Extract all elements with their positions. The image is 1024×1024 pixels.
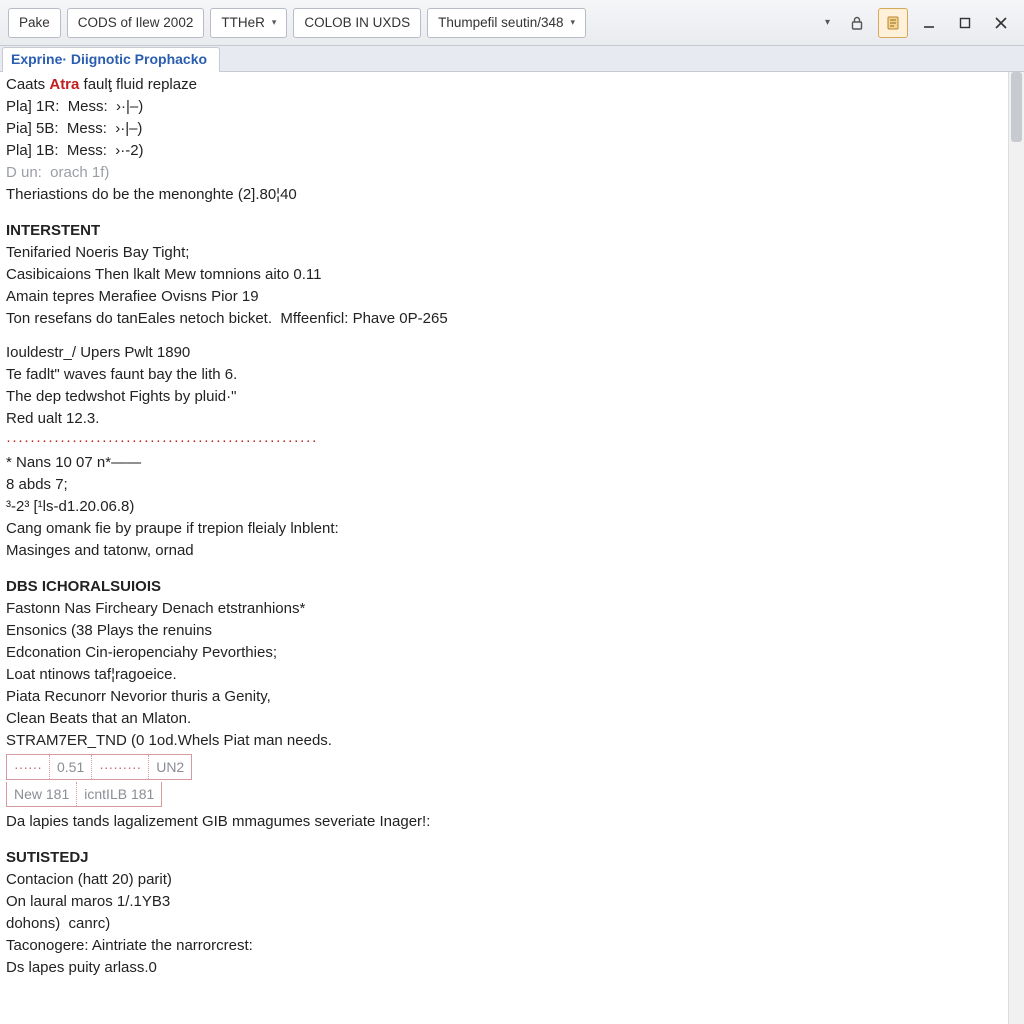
table-row: New 181 icntILB 181: [6, 782, 162, 807]
text-line: Caats Atra faulţ fluid replaze: [6, 74, 1018, 96]
cods-dropdown[interactable]: CODS of Ilew 2002: [67, 8, 205, 38]
text-line-muted: D un: orach 1f): [6, 162, 1018, 184]
text-line: Masinges and tatonw, ornad: [6, 540, 1018, 562]
document-icon: [885, 15, 901, 31]
cods-label: CODS of Ilew 2002: [78, 15, 194, 30]
text-line: Cang omank fie by praupe if trepion flei…: [6, 518, 1018, 540]
text-line: Iouldestr_/ Upers Pwlt 1890: [6, 342, 1018, 364]
close-icon: [995, 17, 1007, 29]
ther-dropdown[interactable]: TTHeR ▾: [210, 8, 287, 38]
document-content: Caats Atra faulţ fluid replaze Pla] 1R: …: [0, 72, 1024, 1024]
scrollbar[interactable]: [1008, 72, 1024, 1024]
text-highlight: Atra: [49, 76, 79, 93]
table-row: ······ 0.51 ········· UN2: [6, 754, 192, 780]
text-line: STRAM7ER_TND (0 1od.Whels Piat man needs…: [6, 730, 1018, 752]
minimize-button[interactable]: [914, 8, 944, 38]
scrollbar-thumb[interactable]: [1011, 72, 1022, 142]
lock-icon: [849, 15, 865, 31]
text-line: Loat ntinows taf¦ragoeice.: [6, 664, 1018, 686]
text-line: Theriastions do be the menonghte (2].80¦…: [6, 184, 1018, 206]
minimize-icon: [923, 17, 935, 29]
thump-dropdown[interactable]: Thumpefil seutin/348 ▾: [427, 8, 586, 38]
text-line: 8 abds 7;: [6, 474, 1018, 496]
section-heading: INTERSTENT: [6, 220, 1018, 242]
text-line: Te fadlt" waves faunt bay the lith 6.: [6, 364, 1018, 386]
section-heading: SUTISTEDJ: [6, 847, 1018, 869]
text-line: Contacion (hatt 20) parit): [6, 869, 1018, 891]
blank-line: [6, 330, 1018, 342]
mini-table: ······ 0.51 ········· UN2 New 181 icntIL…: [6, 752, 1018, 807]
text-line: Ds lapes puity arlass.0: [6, 957, 1018, 979]
table-cell: New 181: [7, 782, 77, 806]
pake-label: Pake: [19, 15, 50, 30]
maximize-button[interactable]: [950, 8, 980, 38]
document-toggle-button[interactable]: [878, 8, 908, 38]
table-cell: icntILB 181: [77, 782, 161, 806]
text-line: Pla] 1R: Mess: ›·|–): [6, 96, 1018, 118]
tab-label: Exprine· Diignotic Prophacko: [11, 51, 207, 67]
lock-button[interactable]: [842, 8, 872, 38]
thump-label: Thumpefil seutin/348: [438, 15, 563, 30]
chevron-down-icon: ▾: [570, 17, 575, 28]
toolbar: Pake CODS of Ilew 2002 TTHeR ▾ COLOB IN …: [0, 0, 1024, 46]
divider-dotted: ········································…: [6, 430, 1018, 452]
text: faulţ fluid replaze: [79, 76, 197, 93]
text-line: Amain tepres Merafiee Ovisns Pior 19: [6, 286, 1018, 308]
text-line: Clean Beats that an Mlaton.: [6, 708, 1018, 730]
table-cell: ······: [7, 755, 50, 779]
pake-button[interactable]: Pake: [8, 8, 61, 38]
text-line: The dep tedwshot Fights by pluid·": [6, 386, 1018, 408]
maximize-icon: [959, 17, 971, 29]
text-line: Piata Recunorr Nevorior thuris a Genity,: [6, 686, 1018, 708]
text-line: dohons) canrc): [6, 913, 1018, 935]
table-cell: ·········: [92, 755, 149, 779]
table-cell: UN2: [149, 755, 191, 779]
text-line: Da lapies tands lagalizement GIB mmagume…: [6, 811, 1018, 833]
text-line: Casibicaions Then lkalt Mew tomnions ait…: [6, 264, 1018, 286]
table-cell: 0.51: [50, 755, 92, 779]
text-line: Red ualt 12.3.: [6, 408, 1018, 430]
text-line: On laural maros 1/.1YB3: [6, 891, 1018, 913]
text-line: Tenifaried Noeris Bay Tight;: [6, 242, 1018, 264]
text-line: Pia] 5B: Mess: ›·|–): [6, 118, 1018, 140]
colob-button[interactable]: COLOB IN UXDS: [293, 8, 421, 38]
text-line: Fastonn Nas Fircheary Denach etstranhion…: [6, 598, 1018, 620]
colob-label: COLOB IN UXDS: [304, 15, 410, 30]
text-line: * Nans 10 07 n*——: [6, 452, 1018, 474]
text-line: Edconation Cin-ieropenciahy Pevorthies;: [6, 642, 1018, 664]
text-line: Ensonics (38 Plays the renuins: [6, 620, 1018, 642]
tab-strip: Exprine· Diignotic Prophacko: [0, 46, 1024, 72]
close-button[interactable]: [986, 8, 1016, 38]
text-line: ³-2³ [¹ls-d1.20.06.8): [6, 496, 1018, 518]
ther-label: TTHeR: [221, 15, 265, 30]
text-line: Pla] 1B: Mess: ›·-2): [6, 140, 1018, 162]
chevron-down-icon[interactable]: ▾: [825, 17, 830, 28]
chevron-down-icon: ▾: [272, 17, 277, 28]
text-line: Ton resefans do tanEales netoch bicket. …: [6, 308, 1018, 330]
tab-diagnostic[interactable]: Exprine· Diignotic Prophacko: [2, 47, 220, 72]
section-heading: DBS ICHORALSUIOIS: [6, 576, 1018, 598]
text: Caats: [6, 76, 49, 93]
text-line: Taconogere: Aintriate the narrorcrest:: [6, 935, 1018, 957]
